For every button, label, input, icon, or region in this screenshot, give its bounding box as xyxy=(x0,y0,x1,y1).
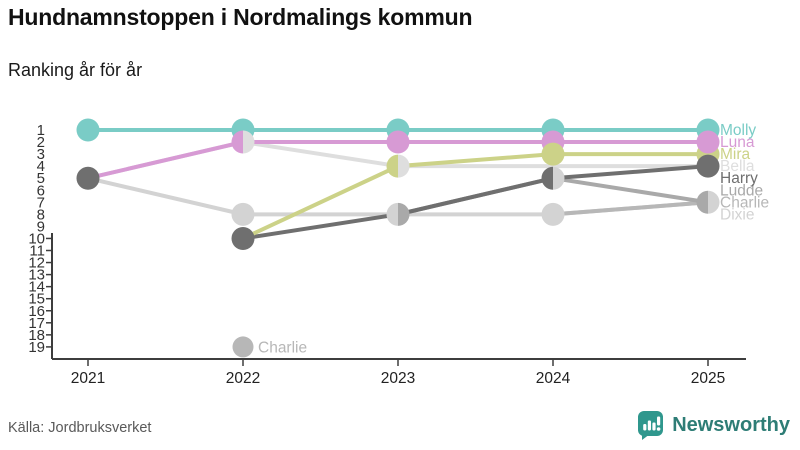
rank-dot xyxy=(696,154,720,178)
rank-dot-right-half xyxy=(553,166,565,190)
y-axis-tick-label: 8 xyxy=(37,206,45,223)
series-label-luna: Luna xyxy=(720,134,755,151)
rank-dot-left-half xyxy=(386,154,398,178)
x-axis-label: 2022 xyxy=(226,370,260,387)
rank-dot xyxy=(232,336,254,358)
rank-dot-left-half xyxy=(696,190,708,214)
y-axis-tick-label: 13 xyxy=(28,267,45,284)
series-label-dixie: Dixie xyxy=(720,206,754,223)
series-label-harry: Harry xyxy=(720,170,758,187)
rank-dot xyxy=(231,202,255,226)
brand-name: Newsworthy xyxy=(672,413,790,436)
rank-dot xyxy=(541,202,565,226)
rank-dot-right-half xyxy=(243,130,255,154)
series-line-charlie xyxy=(551,200,710,217)
y-axis-tick-label: 3 xyxy=(37,146,45,163)
x-axis-label: 2024 xyxy=(536,370,571,387)
rank-dot-left-half xyxy=(231,130,243,154)
x-axis-label: 2023 xyxy=(381,370,415,387)
y-axis-tick-label: 16 xyxy=(28,303,45,320)
chart-footer: Källa: Jordbruksverket Newsworthy xyxy=(0,408,800,444)
rank-dot xyxy=(231,226,255,250)
y-axis-tick-label: 1 xyxy=(37,122,45,139)
chart-subtitle: Ranking år för år xyxy=(8,60,143,80)
newsworthy-bars-icon xyxy=(638,411,664,440)
series-line-harry xyxy=(241,164,710,241)
rank-dot-right-half xyxy=(398,202,410,226)
chart-title: Hundnamnstoppen i Nordmalings kommun xyxy=(8,4,473,30)
annotation-label: Charlie xyxy=(258,339,307,356)
x-axis-label: 2025 xyxy=(691,370,725,387)
rank-dot xyxy=(541,142,565,166)
rank-dot xyxy=(76,166,100,190)
y-axis-tick-label: 10 xyxy=(28,230,45,247)
y-axis-tick-label: 2 xyxy=(37,134,45,151)
series-line-mira xyxy=(241,152,710,241)
y-axis-tick-label: 6 xyxy=(37,182,45,199)
x-axis-label: 2021 xyxy=(71,370,105,387)
y-axis-tick-label: 12 xyxy=(28,255,45,272)
y-axis-tick-label: 4 xyxy=(37,158,45,175)
rank-dot-left-half xyxy=(541,166,553,190)
rank-dot xyxy=(76,118,100,142)
series-label-mira: Mira xyxy=(720,146,751,163)
series-label-bella: Bella xyxy=(720,158,755,175)
series-label-molly: Molly xyxy=(720,122,756,139)
rank-dot xyxy=(386,130,410,154)
y-axis-tick-label: 5 xyxy=(37,170,45,187)
source-text: Källa: Jordbruksverket xyxy=(8,420,152,436)
y-axis-tick-label: 11 xyxy=(29,243,45,260)
y-axis-tick-label: 14 xyxy=(28,279,45,296)
y-axis-tick-label: 7 xyxy=(37,194,45,211)
y-axis-tick-label: 9 xyxy=(37,218,45,235)
rank-dot-right-half xyxy=(708,190,720,214)
series-label-charlie: Charlie xyxy=(720,194,769,211)
y-axis-tick-label: 15 xyxy=(28,291,45,308)
newsworthy-logo[interactable]: Newsworthy xyxy=(637,410,790,440)
rank-dot-right-half xyxy=(398,154,410,178)
y-axis-tick-label: 19 xyxy=(28,339,45,356)
y-axis-tick-label: 17 xyxy=(28,315,45,332)
rank-dot-left-half xyxy=(386,202,398,226)
series-label-ludde: Ludde xyxy=(720,182,763,199)
y-axis-tick-label: 18 xyxy=(28,327,45,344)
rank-dot xyxy=(696,130,720,154)
